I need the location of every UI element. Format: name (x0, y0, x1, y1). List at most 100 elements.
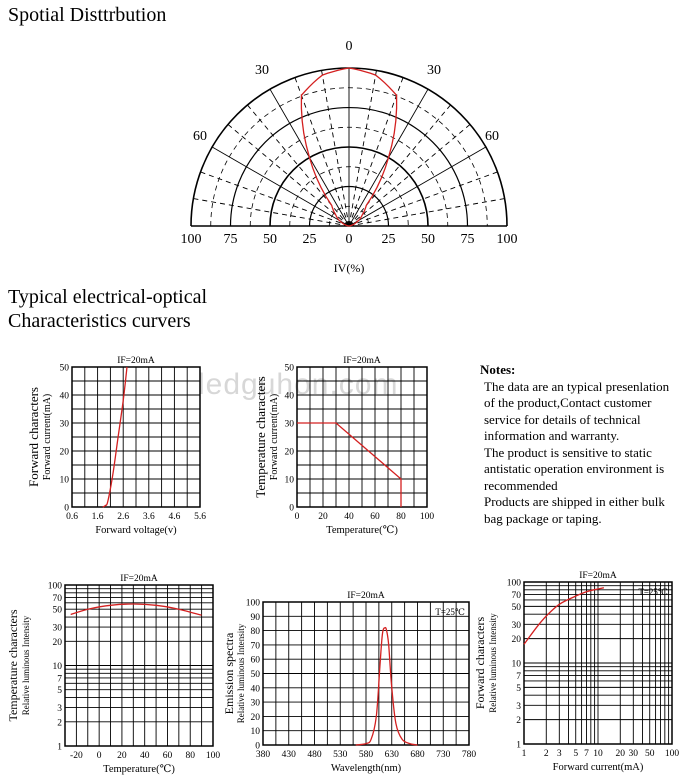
y-axis-label: Temperature characters (253, 376, 268, 497)
chart-title: IF=20mA (120, 574, 158, 584)
series-line (523, 587, 605, 645)
chart-title: IF=20mA (117, 356, 155, 366)
x-tick-label: 60 (370, 512, 380, 522)
x-tick-label: 0 (295, 512, 300, 522)
notes-heading: Notes: (480, 362, 516, 377)
y-tick-label: 50 (60, 364, 70, 374)
y-axis-sublabel: Forward current(mA) (42, 394, 53, 480)
y-tick-label: 1 (516, 741, 521, 751)
y-tick-label: 60 (251, 656, 261, 666)
notes-item: The product is sensitive to static antis… (484, 444, 665, 493)
spatial-title: Spotial Disttrbution (8, 4, 167, 26)
y-tick-label: 7 (516, 672, 521, 682)
y-tick-label: 20 (60, 448, 70, 458)
chart-title: IF=20mA (343, 356, 381, 366)
y-tick-label: 3 (57, 704, 62, 714)
y-tick-label: 40 (251, 684, 261, 694)
y-tick-label: 5 (516, 684, 521, 694)
y-tick-label: 40 (60, 392, 70, 402)
plot-frame (296, 366, 428, 508)
x-tick-label: 4.6 (168, 512, 180, 522)
y-tick-label: 20 (512, 635, 522, 645)
y-tick-label: 70 (512, 591, 522, 601)
x-axis-label: Temperature(℃) (103, 764, 175, 775)
polar-angle-label: 30 (427, 63, 441, 78)
y-axis-sublabel: Relative luminous Intensity (236, 623, 246, 723)
y-tick-label: 90 (251, 613, 261, 623)
x-tick-label: 380 (256, 750, 271, 760)
y-tick-label: 50 (251, 670, 261, 680)
y-axis-sublabel: Relative luminous Intensity (488, 613, 498, 713)
chart-title: IF=20mA (579, 571, 617, 581)
polar-intensity-curve (300, 67, 398, 227)
y-axis-sublabel: Forward current(mA) (269, 394, 280, 480)
y-tick-label: 30 (53, 624, 63, 634)
x-axis-label: Forward current(mA) (553, 762, 644, 773)
y-tick-label: 30 (60, 420, 70, 430)
x-tick-label: 100 (206, 751, 221, 761)
notes-item: The data are an typical presenlation of … (484, 378, 670, 444)
polar-axis-label: 75 (224, 232, 238, 247)
y-axis-label: Temperature characters (6, 609, 20, 721)
y-tick-label: 20 (251, 713, 261, 723)
y-tick-label: 10 (251, 727, 261, 737)
notes: Notes: The data are an typical presenlat… (480, 362, 676, 527)
y-tick-label: 70 (53, 594, 63, 604)
x-tick-label: 1.6 (92, 512, 104, 522)
x-tick-label: 100 (420, 512, 435, 522)
x-axis-label: Wavelength(nm) (331, 763, 402, 774)
y-tick-label: 10 (53, 662, 63, 672)
x-tick-label: 5 (573, 749, 578, 759)
notes-item: Products are shipped in either bulk bag … (484, 494, 665, 526)
x-tick-label: 5.6 (194, 512, 206, 522)
plot-frame (262, 601, 470, 746)
y-axis-label: Forward characters (26, 387, 41, 487)
y-tick-label: 20 (53, 638, 63, 648)
y-tick-label: 5 (57, 686, 62, 696)
y-tick-label: 7 (57, 674, 62, 684)
electrical-title-line1: Typical electrical-optical (8, 286, 208, 308)
polar-axis-label: 100 (181, 232, 202, 247)
x-tick-label: 0.6 (66, 512, 78, 522)
x-tick-label: 0 (97, 751, 102, 761)
y-tick-label: 100 (246, 599, 261, 609)
y-tick-label: 0 (255, 742, 260, 752)
polar-axis-label: 100 (497, 232, 518, 247)
plot-frame (71, 366, 201, 508)
x-tick-label: 3.6 (143, 512, 155, 522)
y-axis-sublabel: Relative luminous Intensity (21, 615, 31, 715)
y-tick-label: 1 (57, 743, 62, 753)
y-tick-label: 10 (512, 660, 522, 670)
y-tick-label: 50 (53, 606, 63, 616)
x-tick-label: 7 (584, 749, 589, 759)
y-tick-label: 30 (251, 699, 261, 709)
polar-axis-label: 25 (303, 232, 317, 247)
y-tick-label: 50 (285, 364, 295, 374)
y-tick-label: 0 (289, 504, 294, 514)
y-tick-label: 100 (507, 579, 522, 589)
polar-spoke (211, 146, 350, 227)
x-tick-label: 20 (117, 751, 127, 761)
plot-frame (523, 581, 673, 745)
y-tick-label: 50 (512, 603, 522, 613)
y-axis-label: Forward characters (473, 617, 487, 710)
x-tick-label: 580 (359, 750, 374, 760)
y-tick-label: 10 (285, 476, 295, 486)
x-tick-label: 1 (522, 749, 527, 759)
x-tick-label: 2 (544, 749, 549, 759)
x-tick-label: 530 (333, 750, 348, 760)
y-tick-label: 80 (251, 627, 261, 637)
polar-axis-label: 50 (421, 232, 435, 247)
x-tick-label: 630 (385, 750, 400, 760)
y-tick-label: 2 (57, 718, 62, 728)
y-tick-label: 30 (285, 420, 295, 430)
polar-axis-label: 0 (346, 232, 353, 247)
x-tick-label: 2.6 (117, 512, 129, 522)
polar-axis-label: 25 (382, 232, 396, 247)
series-line (70, 603, 202, 616)
series-line (297, 422, 402, 507)
y-tick-label: 0 (64, 504, 69, 514)
x-tick-label: 50 (645, 749, 655, 759)
polar-spoke (348, 146, 487, 227)
